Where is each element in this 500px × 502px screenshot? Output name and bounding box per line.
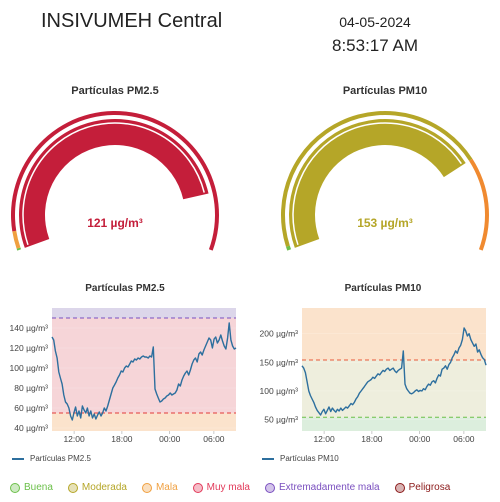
aqi-category-legend: Buena Moderada Mala Muy mala Extremadamente … xyxy=(10,482,500,493)
x-tick-label: 06:00 xyxy=(453,434,475,444)
legend-label: Partículas PM2.5 xyxy=(30,454,91,463)
gauge-band-0 xyxy=(16,247,22,251)
chart-pm25[interactable]: 40 µg/m³ 60 µg/m³ 80 µg/m³ 100 µg/m³ 120 µg/… xyxy=(0,300,245,450)
chart-pm10[interactable]: 50 µg/m³ 100 µg/m³ 150 µg/m³ 200 µg/m³ 12:00… xyxy=(250,300,495,450)
gauge-pm10-title: Partículas PM10 xyxy=(342,85,428,97)
chart-pm10-title: Partículas PM10 xyxy=(344,283,422,294)
gauge-highlight xyxy=(22,122,205,246)
legend-line-swatch xyxy=(262,457,274,460)
aqi-legend-label: Extremadamente mala xyxy=(279,482,380,493)
gauge-pm25 xyxy=(10,110,220,251)
gauge-pm25-value: 121 µg/m³ xyxy=(87,216,143,230)
y-tick-label: 50 µg/m³ xyxy=(264,415,298,425)
gauge-pm25-title: Partículas PM2.5 xyxy=(71,85,159,97)
station-title: INSIVUMEH Central xyxy=(41,10,223,32)
circle-icon xyxy=(192,482,203,493)
chart-band-0 xyxy=(52,413,236,431)
time-display: 8:53:17 AM xyxy=(331,36,418,55)
aqi-legend-item: Buena xyxy=(10,482,53,493)
aqi-legend-label: Peligrosa xyxy=(408,482,451,493)
y-tick-label: 120 µg/m³ xyxy=(10,343,49,353)
y-tick-label: 40 µg/m³ xyxy=(14,423,48,433)
series-line xyxy=(51,322,237,421)
circle-icon xyxy=(265,482,275,493)
y-tick-label: 100 µg/m³ xyxy=(10,363,49,373)
aqi-legend-label: Muy mala xyxy=(206,482,250,493)
chart-band-0 xyxy=(302,417,486,431)
gauge-band-2 xyxy=(469,158,489,251)
aqi-legend-item: Moderada xyxy=(67,482,127,493)
gauge-pm10 xyxy=(280,110,489,251)
x-tick-label: 00:00 xyxy=(159,434,181,444)
gauge-band-1 xyxy=(12,230,21,249)
x-tick-label: 06:00 xyxy=(203,434,225,444)
gauge-pm10-value: 153 µg/m³ xyxy=(357,216,413,230)
x-tick-label: 18:00 xyxy=(111,434,133,444)
date-display: 04-05-2024 xyxy=(339,14,411,30)
aqi-legend-label: Mala xyxy=(155,482,178,493)
gauge-band-0 xyxy=(286,245,292,251)
y-tick-label: 200 µg/m³ xyxy=(260,329,299,339)
gauge-fill xyxy=(19,119,209,248)
y-tick-label: 140 µg/m³ xyxy=(10,323,49,333)
y-tick-label: 80 µg/m³ xyxy=(14,383,48,393)
chart-pm25-legend[interactable]: Partículas PM2.5 xyxy=(12,454,91,463)
chart-pm25-title: Partículas PM2.5 xyxy=(85,283,165,294)
legend-label: Partículas PM10 xyxy=(280,454,339,463)
aqi-legend-item: Muy mala xyxy=(192,482,250,493)
chart-band-1 xyxy=(52,318,236,413)
x-tick-label: 18:00 xyxy=(361,434,383,444)
circle-icon xyxy=(10,482,20,493)
aqi-legend-label: Moderada xyxy=(81,482,127,493)
y-tick-label: 100 µg/m³ xyxy=(260,386,299,396)
x-tick-label: 12:00 xyxy=(63,434,85,444)
y-tick-label: 60 µg/m³ xyxy=(14,403,48,413)
y-tick-label: 150 µg/m³ xyxy=(260,357,299,367)
chart-band-2 xyxy=(302,308,486,361)
gauge-highlight xyxy=(292,122,462,246)
circle-icon xyxy=(394,482,405,493)
x-tick-label: 12:00 xyxy=(313,434,335,444)
aqi-legend-item: Extremadamente mala xyxy=(265,482,380,493)
chart-pm10-legend[interactable]: Partículas PM10 xyxy=(262,454,339,463)
legend-line-swatch xyxy=(12,457,24,460)
x-tick-label: 00:00 xyxy=(409,434,431,444)
circle-icon xyxy=(67,482,78,493)
series-line xyxy=(301,327,487,416)
aqi-legend-label: Buena xyxy=(24,482,53,493)
chart-band-2 xyxy=(52,308,236,318)
aqi-legend-item: Peligrosa xyxy=(394,482,451,493)
aqi-legend-item: Mala xyxy=(141,482,178,493)
gauge-fill xyxy=(288,118,466,248)
circle-icon xyxy=(141,482,152,493)
